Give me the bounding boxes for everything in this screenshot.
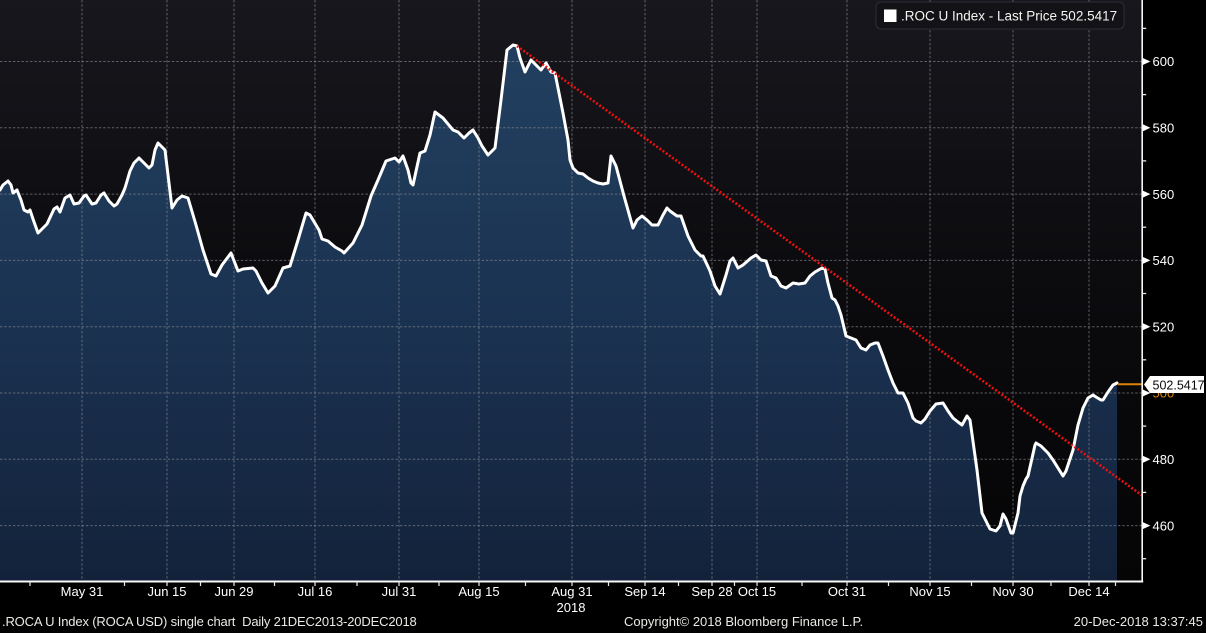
svg-text:Aug 31: Aug 31 xyxy=(551,584,592,599)
svg-text:20-Dec-2018 13:37:45: 20-Dec-2018 13:37:45 xyxy=(1074,614,1203,629)
svg-text:600: 600 xyxy=(1153,54,1175,69)
svg-text:Jul 31: Jul 31 xyxy=(382,584,417,599)
svg-text:Jun 15: Jun 15 xyxy=(147,584,186,599)
svg-text:502.5417: 502.5417 xyxy=(1153,378,1205,392)
svg-text:Sep 14: Sep 14 xyxy=(624,584,665,599)
svg-text:2018: 2018 xyxy=(557,600,586,615)
svg-text:Dec 14: Dec 14 xyxy=(1068,584,1109,599)
svg-text:.ROC U Index - Last Price 502.: .ROC U Index - Last Price 502.5417 xyxy=(901,9,1117,24)
svg-text:Jul 16: Jul 16 xyxy=(298,584,333,599)
svg-text:.ROCA U Index (ROCA USD) singl: .ROCA U Index (ROCA USD) single chart Da… xyxy=(2,614,417,629)
svg-text:Jun 29: Jun 29 xyxy=(214,584,253,599)
svg-text:560: 560 xyxy=(1153,187,1175,202)
svg-text:Sep 28: Sep 28 xyxy=(691,584,732,599)
svg-text:May 31: May 31 xyxy=(61,584,104,599)
svg-text:540: 540 xyxy=(1153,253,1175,268)
svg-text:Nov 15: Nov 15 xyxy=(909,584,950,599)
svg-text:Oct 15: Oct 15 xyxy=(738,584,776,599)
svg-text:Oct 31: Oct 31 xyxy=(828,584,866,599)
svg-text:Copyright© 2018 Bloomberg Fina: Copyright© 2018 Bloomberg Finance L.P. xyxy=(624,614,863,629)
svg-text:580: 580 xyxy=(1153,121,1175,136)
svg-text:520: 520 xyxy=(1153,319,1175,334)
svg-text:Nov 30: Nov 30 xyxy=(992,584,1033,599)
svg-text:480: 480 xyxy=(1153,452,1175,467)
svg-text:Aug 15: Aug 15 xyxy=(458,584,499,599)
svg-text:460: 460 xyxy=(1153,518,1175,533)
